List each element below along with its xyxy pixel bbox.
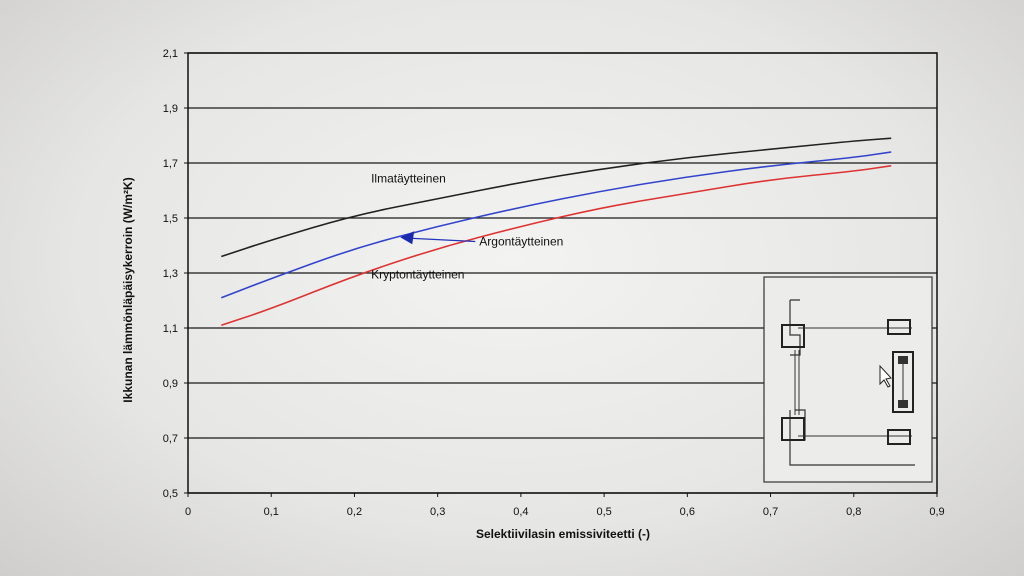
x-tick-label: 0,8 bbox=[846, 506, 861, 518]
series-annotations: Ilmatäytteinen Argontäytteinen Kryptontäyt… bbox=[371, 171, 563, 281]
y-tick-label: 1,5 bbox=[163, 213, 178, 225]
annotation-label: Ilmatäytteinen bbox=[371, 171, 446, 185]
y-tick-label: 0,7 bbox=[163, 433, 178, 445]
series-line-kryptontäytteinen bbox=[221, 164, 892, 327]
x-tick-label: 0,4 bbox=[513, 506, 528, 518]
x-axis-ticks: 0 0,1 0,2 0,3 0,4 0,5 0,6 0,7 0,8 0,9 bbox=[185, 493, 945, 518]
annotation-label: Kryptontäytteinen bbox=[371, 268, 464, 282]
y-tick-label: 0,5 bbox=[163, 488, 178, 500]
series-lines bbox=[221, 137, 892, 327]
x-tick-label: 0 bbox=[185, 506, 191, 518]
y-tick-label: 0,9 bbox=[163, 378, 178, 390]
y-tick-label: 1,3 bbox=[163, 268, 178, 280]
x-tick-label: 0,5 bbox=[596, 506, 611, 518]
x-tick-label: 0,3 bbox=[430, 506, 445, 518]
y-tick-label: 1,1 bbox=[163, 323, 178, 335]
y-axis-ticks: 0,5 0,7 0,9 1,1 1,3 1,5 1,7 1,9 2,1 bbox=[163, 48, 188, 500]
y-tick-label: 1,9 bbox=[163, 103, 178, 115]
annotation-arrow-line bbox=[410, 237, 476, 243]
x-tick-label: 0,7 bbox=[763, 506, 778, 518]
x-tick-label: 0,6 bbox=[680, 506, 695, 518]
x-tick-label: 0,2 bbox=[347, 506, 362, 518]
annotation-arrow-head bbox=[400, 231, 415, 245]
series-line-ilmatäytteinen bbox=[221, 137, 892, 258]
y-tick-label: 1,7 bbox=[163, 158, 178, 170]
y-axis-title: Ikkunan lämmönläpäisykerroin (W/m²K) bbox=[121, 177, 135, 402]
y-tick-label: 2,1 bbox=[163, 48, 178, 60]
cursor-icon bbox=[879, 364, 892, 388]
x-tick-label: 0,9 bbox=[929, 506, 944, 518]
x-tick-label: 0,1 bbox=[264, 506, 279, 518]
series-line-argontäytteinen bbox=[221, 151, 892, 299]
annotation-label: Argontäytteinen bbox=[479, 235, 563, 249]
window-section-diagram bbox=[763, 276, 933, 483]
x-axis-title: Selektiivilasin emissiviteetti (-) bbox=[476, 527, 650, 541]
